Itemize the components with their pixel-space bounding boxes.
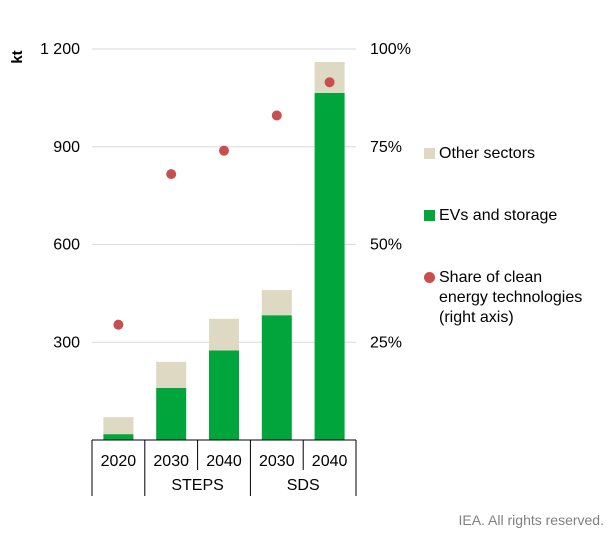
- x-group-label: SDS: [287, 477, 320, 494]
- legend-item-other-sectors: Other sectors: [424, 144, 535, 164]
- bar-evs-storage: [156, 387, 187, 440]
- legend-label-evs-storage: EVs and storage: [439, 207, 558, 224]
- point-share-clean: [271, 110, 282, 121]
- legend-swatch-share-clean: [424, 272, 435, 283]
- x-tick-label: 2020: [101, 453, 137, 470]
- y-right-tick-label: 100%: [370, 41, 411, 58]
- legend-label-other-sectors: Other sectors: [439, 145, 536, 162]
- footer-credit: IEA. All rights reserved.: [458, 512, 604, 528]
- legend-swatch-other-sectors: [424, 148, 435, 159]
- x-tick-label: 2030: [259, 453, 295, 470]
- bar-other-sectors: [103, 417, 134, 435]
- y-left-tick-label: 900: [53, 139, 80, 156]
- bar-evs-storage: [209, 350, 239, 440]
- legend-label-share-clean: Share of clean energy technologies (righ…: [439, 269, 583, 326]
- bar-evs-storage: [314, 92, 345, 441]
- y-left-axis-label: kt: [9, 50, 26, 63]
- point-share-clean: [324, 77, 335, 88]
- y-left-tick-label: 1 200: [40, 41, 80, 58]
- x-tick-label: 2030: [153, 453, 189, 470]
- y-right-tick-label: 50%: [370, 237, 402, 254]
- y-left-tick-label: 300: [53, 334, 80, 351]
- legend-swatch-evs-storage: [424, 210, 435, 221]
- bar-evs-storage: [103, 434, 134, 440]
- point-share-clean: [166, 169, 177, 180]
- point-share-clean: [219, 145, 229, 156]
- x-tick-label: 2040: [312, 453, 348, 470]
- y-right-tick-label: 25%: [370, 334, 402, 351]
- y-right-tick-label: 75%: [370, 139, 402, 156]
- x-tick-label: 2040: [206, 453, 242, 470]
- bar-evs-storage: [261, 315, 292, 440]
- x-group-label: STEPS: [171, 477, 223, 494]
- bar-other-sectors: [156, 361, 187, 388]
- point-share-clean: [113, 319, 124, 330]
- bar-other-sectors: [209, 318, 239, 351]
- legend-item-evs-storage: EVs and storage: [424, 206, 557, 226]
- bar-other-sectors: [261, 290, 292, 316]
- y-left-tick-label: 600: [53, 237, 80, 254]
- legend-item-share-clean: Share of clean energy technologies (righ…: [424, 268, 582, 328]
